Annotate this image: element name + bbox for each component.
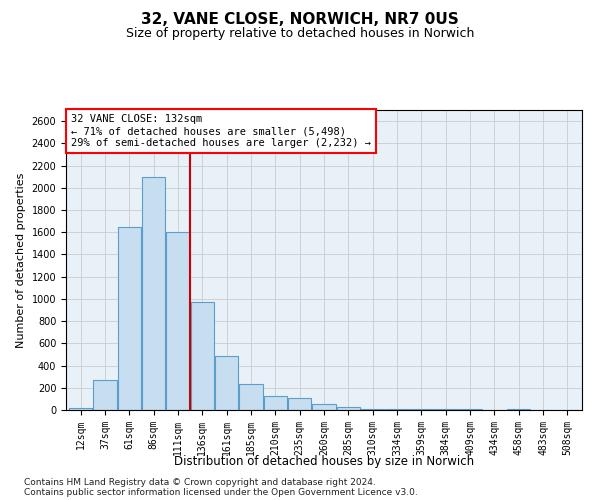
Bar: [94, 380, 116, 410]
Y-axis label: Number of detached properties: Number of detached properties: [16, 172, 26, 348]
Text: Size of property relative to detached houses in Norwich: Size of property relative to detached ho…: [126, 28, 474, 40]
Bar: [142, 176, 165, 410]
Bar: [337, 406, 360, 410]
Bar: [313, 404, 335, 410]
Bar: [118, 226, 141, 410]
Text: 32 VANE CLOSE: 132sqm
← 71% of detached houses are smaller (5,498)
29% of semi-d: 32 VANE CLOSE: 132sqm ← 71% of detached …: [71, 114, 371, 148]
Bar: [434, 409, 457, 410]
Bar: [385, 409, 409, 410]
Text: Contains HM Land Registry data © Crown copyright and database right 2024.: Contains HM Land Registry data © Crown c…: [24, 478, 376, 487]
Text: 32, VANE CLOSE, NORWICH, NR7 0US: 32, VANE CLOSE, NORWICH, NR7 0US: [141, 12, 459, 28]
Bar: [215, 356, 238, 410]
Bar: [69, 408, 92, 410]
Bar: [166, 232, 190, 410]
Text: Distribution of detached houses by size in Norwich: Distribution of detached houses by size …: [174, 454, 474, 468]
Bar: [239, 384, 263, 410]
Bar: [288, 398, 311, 410]
Text: Contains public sector information licensed under the Open Government Licence v3: Contains public sector information licen…: [24, 488, 418, 497]
Bar: [191, 302, 214, 410]
Bar: [264, 396, 287, 410]
Bar: [361, 409, 384, 410]
